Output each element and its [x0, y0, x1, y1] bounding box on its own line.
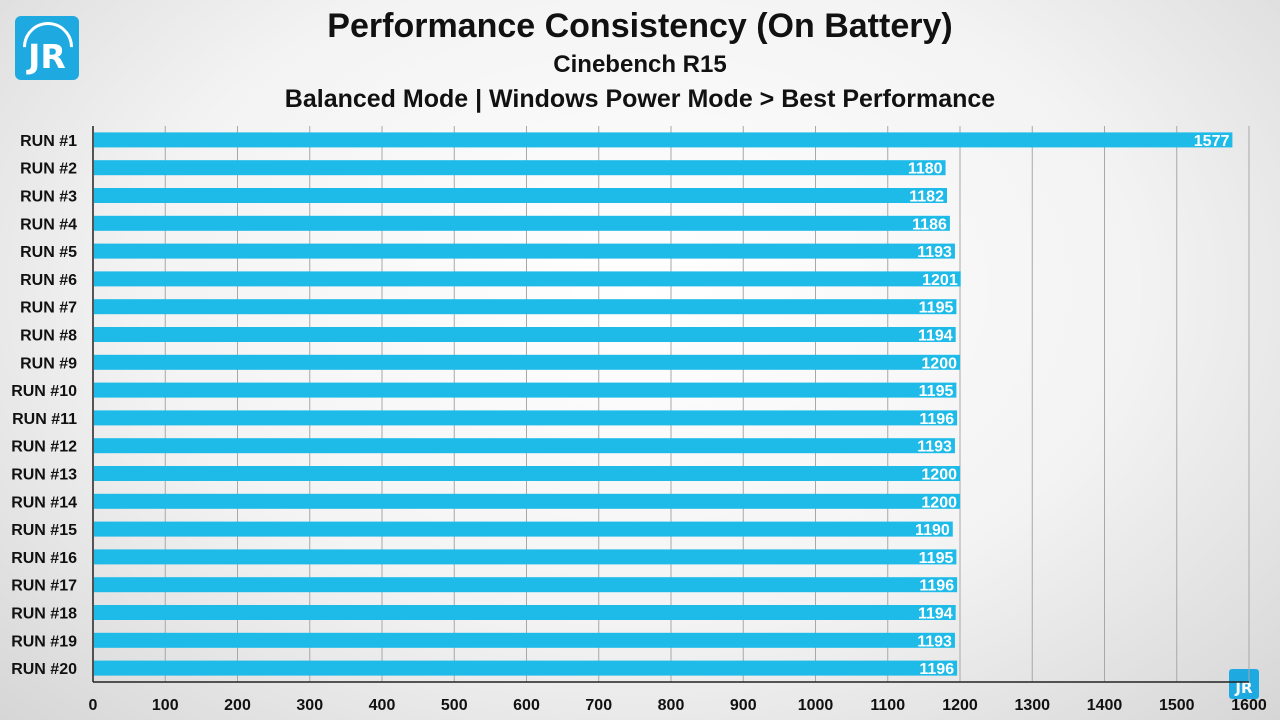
category-label: RUN #14 — [11, 494, 77, 511]
x-tick-label: 800 — [658, 697, 685, 714]
x-tick-label: 1200 — [942, 697, 978, 714]
category-label: RUN #15 — [11, 522, 77, 539]
bar-value-label: 1182 — [909, 189, 944, 206]
bar — [94, 438, 955, 454]
bar — [94, 215, 950, 231]
jr-watermark-logo: JR — [1229, 669, 1259, 699]
bar-value-label: 1193 — [917, 439, 952, 456]
bar — [94, 327, 956, 342]
bar — [94, 605, 956, 620]
bar — [94, 632, 955, 648]
bar-value-label: 1200 — [921, 494, 957, 511]
bar — [94, 243, 955, 259]
bar — [94, 354, 960, 370]
x-tick-label: 1100 — [870, 697, 905, 714]
category-label: RUN #3 — [20, 189, 77, 206]
bar — [94, 132, 1233, 148]
chart-titles: Performance Consistency (On Battery) Cin… — [0, 4, 1280, 116]
bar-value-label: 1195 — [919, 300, 954, 317]
bar-value-label: 1195 — [919, 550, 954, 567]
bar — [94, 660, 958, 676]
category-label: RUN #11 — [12, 411, 77, 428]
x-tick-label: 1300 — [1014, 697, 1050, 714]
bar-value-label: 1194 — [918, 606, 953, 623]
bar-value-label: 1201 — [922, 272, 958, 289]
x-tick-label: 100 — [152, 697, 179, 714]
category-label: RUN #19 — [11, 633, 77, 650]
jr-logo: JR — [15, 16, 79, 80]
category-label: RUN #1 — [20, 133, 77, 150]
x-tick-label: 400 — [369, 697, 396, 714]
category-label: RUN #20 — [11, 661, 77, 678]
bar — [94, 160, 946, 176]
category-label: RUN #10 — [11, 383, 77, 400]
category-label: RUN #4 — [20, 216, 77, 233]
bar-value-label: 1196 — [919, 661, 954, 678]
x-tick-label: 1600 — [1231, 697, 1267, 714]
bar — [94, 493, 960, 509]
category-label: RUN #18 — [11, 606, 77, 623]
bar-value-label: 1186 — [912, 216, 947, 233]
category-label: RUN #17 — [11, 578, 77, 595]
bar — [94, 410, 958, 426]
x-tick-label: 1400 — [1087, 697, 1123, 714]
x-tick-label: 1000 — [798, 697, 834, 714]
x-tick-label: 0 — [89, 697, 98, 714]
x-tick-label: 1500 — [1159, 697, 1195, 714]
bar — [94, 466, 960, 481]
category-label: RUN #5 — [20, 244, 77, 261]
x-tick-label: 200 — [224, 697, 251, 714]
bar-value-label: 1194 — [918, 328, 953, 345]
category-label: RUN #13 — [11, 467, 77, 484]
bar-value-label: 1193 — [917, 244, 952, 261]
category-label: RUN #16 — [11, 550, 77, 567]
category-label: RUN #6 — [20, 272, 77, 289]
bar-value-label: 1200 — [921, 355, 957, 372]
jr-watermark-text: JR — [1235, 679, 1253, 697]
chart-subtitle: Cinebench R15 — [553, 51, 727, 78]
bar — [94, 271, 961, 287]
bar — [94, 188, 947, 203]
x-tick-label: 900 — [730, 697, 757, 714]
bar — [94, 299, 957, 315]
category-label: RUN #7 — [20, 300, 77, 317]
x-tick-label: 500 — [441, 697, 468, 714]
bar-value-label: 1577 — [1194, 133, 1230, 150]
bar-value-label: 1195 — [919, 383, 954, 400]
x-tick-label: 300 — [296, 697, 323, 714]
category-label: RUN #12 — [11, 439, 77, 456]
chart-subtitle-mode: Balanced Mode | Windows Power Mode > Bes… — [284, 85, 996, 113]
bar-value-label: 1200 — [921, 467, 957, 484]
category-label: RUN #9 — [20, 355, 77, 372]
category-label: RUN #8 — [20, 328, 77, 345]
bar — [94, 521, 953, 537]
category-label: RUN #2 — [20, 161, 77, 178]
x-tick-label: 700 — [585, 697, 612, 714]
bar-value-label: 1180 — [908, 161, 943, 178]
bar-value-label: 1193 — [917, 633, 952, 650]
bar-value-label: 1196 — [919, 411, 954, 428]
x-tick-label: 600 — [513, 697, 540, 714]
chart-title: Performance Consistency (On Battery) — [327, 7, 953, 45]
bar — [94, 382, 957, 398]
bar-value-label: 1196 — [919, 578, 954, 595]
bar — [94, 549, 957, 565]
bar-value-label: 1190 — [915, 522, 950, 539]
bar — [94, 577, 958, 593]
